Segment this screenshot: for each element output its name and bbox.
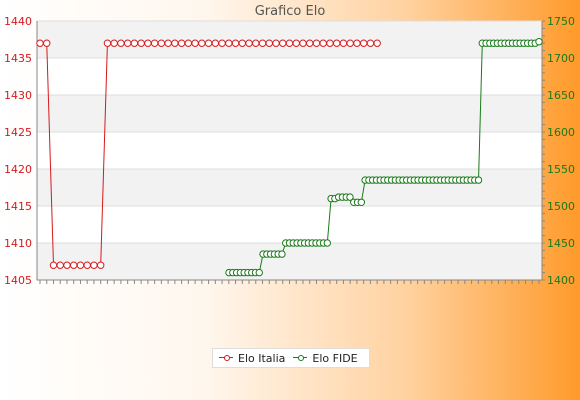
data-point: [258, 39, 267, 47]
plot-area: [36, 20, 543, 281]
data-point: [76, 261, 85, 269]
data-point: [130, 39, 139, 47]
chart-title: Grafico Elo: [254, 4, 326, 19]
data-point: [319, 39, 327, 47]
data-point: [278, 250, 286, 258]
data-point: [366, 39, 375, 47]
right-axis: 1400 1450 1500 1550 1600 1650 1700 1750: [542, 15, 575, 287]
right-tick-label: 1550: [547, 163, 575, 176]
left-tick-label: 1415: [4, 200, 32, 213]
legend-swatch-fide: [293, 353, 308, 363]
data-point: [198, 39, 206, 47]
data-point: [36, 39, 44, 47]
grid-lines: [36, 20, 543, 281]
data-point: [299, 39, 307, 47]
left-tick-label: 1430: [4, 89, 32, 102]
data-point: [231, 39, 240, 47]
data-point: [164, 39, 172, 47]
data-point: [63, 261, 71, 269]
left-tick-label: 1440: [4, 15, 32, 28]
left-tick-label: 1405: [4, 274, 32, 287]
data-point: [346, 193, 354, 201]
chart-legend: Elo Italia Elo FIDE: [212, 348, 370, 368]
data-point: [171, 39, 179, 47]
data-point: [204, 39, 213, 47]
left-axis: 1405 1410 1415 1420 1425 1430 1435 1440: [4, 15, 32, 287]
plot-background: [36, 20, 543, 281]
data-point: [245, 39, 253, 47]
data-point: [150, 39, 159, 47]
grid-band: [37, 95, 542, 132]
data-point: [326, 39, 334, 47]
data-point: [359, 39, 368, 47]
data-point: [177, 39, 186, 47]
data-point: [474, 176, 483, 184]
left-tick-label: 1420: [4, 163, 32, 176]
data-point: [333, 39, 341, 47]
right-tick-label: 1750: [547, 15, 575, 28]
right-tick-label: 1450: [547, 237, 575, 250]
data-point: [272, 39, 280, 47]
data-point: [238, 39, 246, 47]
data-point: [218, 39, 226, 47]
data-point: [83, 261, 91, 269]
data-point: [279, 39, 287, 47]
left-tick-label: 1425: [4, 126, 32, 139]
data-point: [43, 39, 51, 47]
data-point: [96, 261, 105, 269]
data-point: [339, 39, 348, 47]
data-point: [144, 39, 152, 47]
data-point: [292, 39, 300, 47]
data-point: [103, 39, 112, 47]
legend-swatch-italia: [219, 353, 233, 363]
data-point: [357, 198, 366, 207]
x-axis: [39, 280, 540, 284]
grid-band: [37, 21, 542, 58]
data-point: [49, 261, 58, 269]
grid-band: [37, 169, 542, 206]
data-point: [211, 39, 220, 47]
data-point: [117, 39, 125, 47]
right-tick-label: 1650: [547, 89, 575, 102]
legend-label-italia: Elo Italia: [238, 351, 286, 365]
data-point: [346, 39, 354, 47]
data-point: [312, 39, 321, 47]
right-tick-label: 1700: [547, 52, 575, 65]
data-point: [137, 39, 145, 47]
data-point: [373, 39, 381, 47]
series-elo-italia: [36, 39, 381, 269]
data-point: [157, 39, 166, 47]
left-tick-label: 1435: [4, 52, 32, 65]
data-point: [191, 39, 199, 47]
grid-band: [37, 243, 542, 280]
data-point: [535, 38, 543, 46]
legend-label-fide: Elo FIDE: [312, 351, 358, 365]
right-tick-label: 1400: [547, 274, 575, 287]
data-point: [285, 39, 294, 47]
legend-item-fide[interactable]: Elo FIDE: [293, 351, 358, 365]
series-elo-fide: [225, 38, 543, 277]
data-point: [265, 39, 273, 47]
data-point: [184, 39, 193, 47]
data-point: [110, 39, 118, 47]
data-point: [90, 261, 98, 269]
data-point: [70, 261, 78, 269]
data-point: [252, 39, 260, 47]
data-point: [123, 39, 132, 47]
data-point: [56, 261, 64, 269]
left-tick-label: 1410: [4, 237, 32, 250]
data-point: [323, 239, 332, 247]
right-tick-label: 1600: [547, 126, 575, 139]
data-point: [255, 268, 263, 277]
data-point: [353, 39, 361, 47]
data-point: [225, 39, 233, 47]
data-point: [306, 39, 314, 47]
legend-item-italia[interactable]: Elo Italia: [219, 352, 285, 365]
right-tick-label: 1500: [547, 200, 575, 213]
